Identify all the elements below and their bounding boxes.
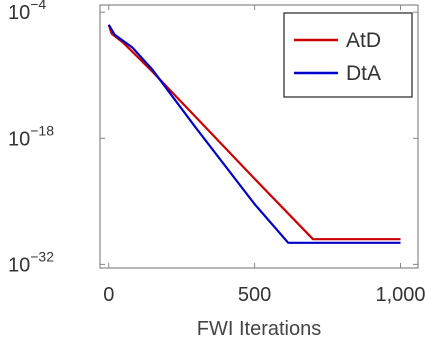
series-line-atd <box>107 24 401 241</box>
legend-box <box>283 12 413 98</box>
series-lines <box>107 24 401 244</box>
legend-label-dta: DtA <box>346 62 381 85</box>
x-tick-label: 0 <box>103 284 114 306</box>
legend-label-atd: AtD <box>346 29 381 52</box>
y-tick-label: 10−4 <box>8 0 46 24</box>
legend: AtD DtA <box>283 12 413 98</box>
x-axis-label: FWI Iterations <box>197 318 321 340</box>
x-tick-labels: 0 500 1,000 <box>103 284 425 306</box>
x-tick-label: 500 <box>238 284 271 306</box>
y-tick-label: 10−18 <box>8 122 54 150</box>
y-tick-label: 10−32 <box>8 248 54 276</box>
tick-marks <box>100 5 418 268</box>
series-line-dta <box>107 24 401 244</box>
x-tick-label: 1,000 <box>375 284 425 306</box>
plot-frame <box>99 4 419 269</box>
y-tick-labels: 10−4 10−18 10−32 <box>8 0 54 276</box>
plot-area <box>99 4 419 269</box>
